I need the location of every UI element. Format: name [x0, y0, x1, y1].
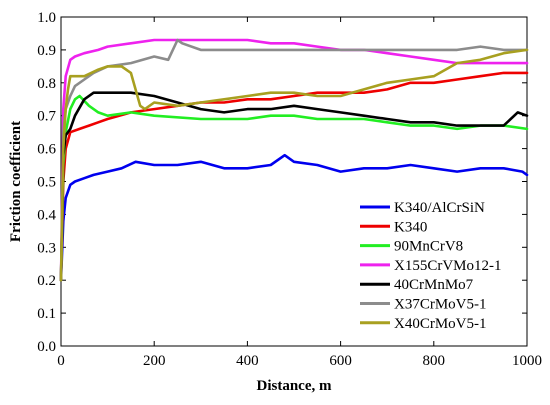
legend-label: 40CrMnMo7 [394, 277, 474, 293]
x-tick-label: 600 [329, 353, 352, 369]
y-tick-label: 0.3 [37, 240, 56, 256]
legend-label: X40CrMoV5-1 [394, 316, 487, 332]
series-line-x37crmov5-1 [59, 38, 529, 282]
series-line-90mncrv8 [59, 94, 529, 282]
y-tick-label: 0.2 [37, 273, 56, 289]
legend-label: 90MnCrV8 [394, 239, 463, 255]
series-line-40crmnmo7 [59, 91, 529, 282]
legend: K340/AlCrSiN K340 90MnCrV8 X155CrVMo12-1 40C… [360, 200, 502, 332]
legend-label: X37CrMoV5-1 [394, 297, 487, 313]
y-tick-label: 0.0 [37, 339, 56, 355]
y-tick-label: 0.5 [37, 175, 56, 191]
x-axis-ticks: 0 200 400 600 800 1000 [57, 17, 542, 369]
y-tick-label: 0.7 [37, 109, 56, 125]
x-tick-label: 0 [57, 353, 65, 369]
y-tick-label: 0.4 [37, 207, 56, 223]
y-tick-label: 0.1 [37, 306, 56, 322]
series-line-k340-alcrsin [59, 153, 529, 282]
y-tick-label: 0.9 [37, 43, 56, 59]
series-line-k340 [59, 71, 529, 282]
y-tick-label: 0.6 [37, 142, 56, 158]
legend-label: K340/AlCrSiN [394, 200, 485, 216]
series-layer [59, 38, 529, 282]
series-line-x40crmov5-1 [59, 48, 529, 282]
x-axis-title: Distance, m [257, 378, 332, 394]
legend-label: K340 [394, 219, 427, 235]
y-tick-label: 1.0 [37, 10, 56, 26]
x-tick-label: 400 [236, 353, 259, 369]
x-tick-label: 200 [143, 353, 166, 369]
legend-label: X155CrVMo12-1 [394, 258, 502, 274]
x-tick-label: 800 [423, 353, 446, 369]
x-tick-label: 1000 [512, 353, 542, 369]
y-axis-title: Friction coefficient [8, 121, 24, 242]
series-line-x155crvmo12-1 [59, 38, 529, 282]
y-tick-label: 0.8 [37, 76, 56, 92]
